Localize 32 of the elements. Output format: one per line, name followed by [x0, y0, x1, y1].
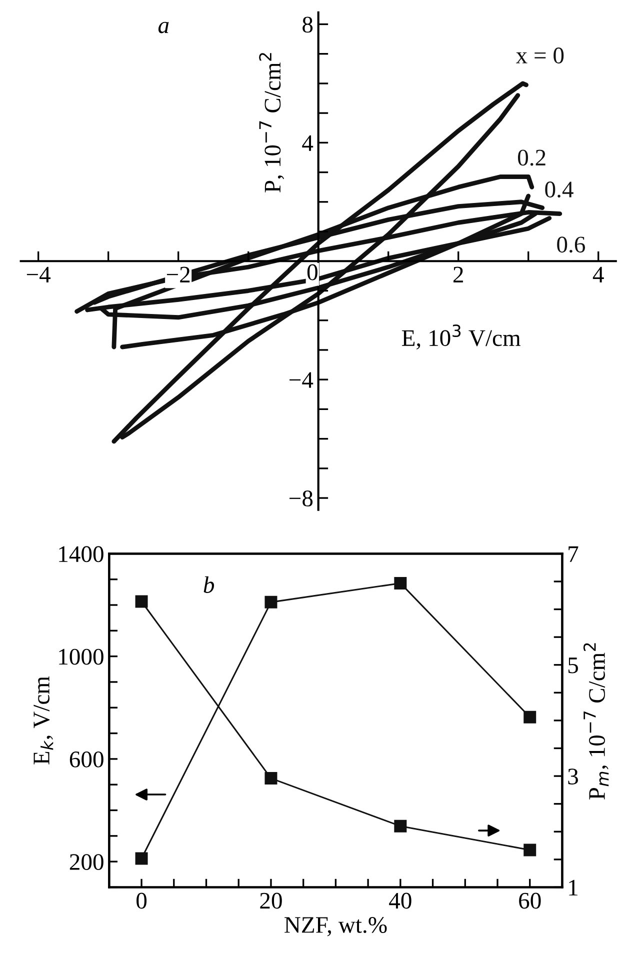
y-axis-title: P, 10$^{−7}$ C/cm$^{2}$ — [259, 53, 284, 192]
y-tick-label: 600 — [70, 751, 104, 768]
y-axis-title: E$_{k}$, V/cm — [34, 676, 54, 764]
y-tick-label: 8 — [302, 16, 313, 33]
x-tick-label: −4 — [26, 266, 51, 282]
y-tick-label: 1400 — [59, 546, 104, 562]
x-axis-title: E, 10$^{3}$ V/cm — [402, 324, 521, 350]
series-label: 0.2 — [518, 150, 546, 166]
y-tick-label: 1000 — [59, 648, 104, 665]
annotation: b — [204, 576, 214, 593]
annotation: a — [158, 22, 169, 34]
y-tick-label: 4 — [302, 135, 314, 151]
x-tick-label: −2 — [166, 266, 190, 282]
y-tick-label: 200 — [70, 854, 104, 870]
x-tick-label: 4 — [592, 266, 604, 282]
x-tick-label: 2 — [453, 266, 463, 282]
series-label: x = 0 — [516, 48, 564, 64]
series-label: 0.4 — [545, 182, 574, 198]
x-tick-label: 0 — [307, 264, 318, 280]
x-tick-label: 0 — [136, 892, 147, 909]
x-axis-title: NZF, wt.% — [284, 916, 387, 936]
x-tick-label: 60 — [519, 892, 541, 909]
y2-tick-label: 7 — [568, 546, 578, 562]
y2-tick-label: 5 — [568, 658, 578, 674]
y2-tick-label: 3 — [568, 768, 578, 784]
y2-tick-label: 1 — [569, 880, 578, 896]
y2-axis-title: P$_{m}$, 10$^{−7}$ C/cm$^{2}$ — [583, 643, 609, 800]
y-tick-label: −4 — [290, 372, 314, 388]
x-tick-label: 40 — [389, 892, 412, 909]
series-label: 0.6 — [557, 236, 586, 253]
x-tick-label: 20 — [260, 892, 282, 909]
y-tick-label: −8 — [290, 490, 313, 506]
